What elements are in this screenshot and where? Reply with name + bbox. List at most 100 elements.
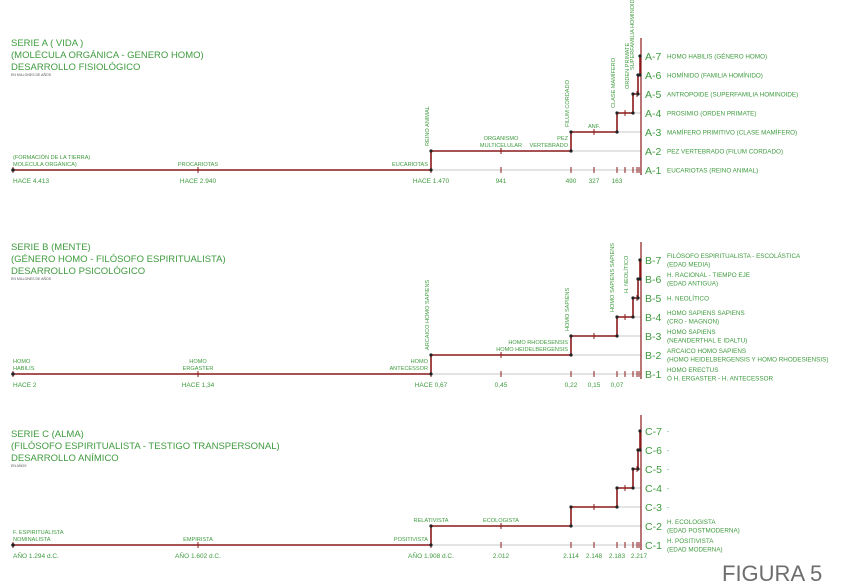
node-point [631,486,635,490]
level-description: (CRO - MAGNON) [667,319,719,326]
level-code: B-4 [645,312,662,324]
level-description: HOMÍNIDO (FAMILIA HOMÍNIDO) [667,71,763,80]
level-code: B-6 [645,274,662,286]
stage-label: HOMO [411,359,429,365]
stage-label: F. ESPIRITUALISTA [13,530,64,536]
stage-label: RELATIVISTA [414,518,449,524]
series-title-line: (FILÓSOFO ESPIRITUALISTA - TESTIGO TRANS… [11,441,280,452]
axis-label: 941 [496,178,507,185]
axis-label: 490 [566,178,577,185]
level-description: - [667,486,669,493]
level-code: B-5 [645,293,662,305]
node-point [569,130,573,134]
stage-label: PEZ [557,136,568,142]
level-description: - [667,505,669,512]
level-code: C-6 [645,445,662,457]
stage-label: ECOLOGISTA [483,518,519,524]
level-code: C-7 [645,426,662,438]
series-a: SERIE A ( VIDA )(MOLÉCULA ORGÁNICA - GEN… [11,0,798,185]
stage-label: PROCARIOTAS [178,162,219,168]
axis-label: AÑO 1.294 d.C. [13,551,59,560]
level-description: HOMO HABILIS (GÉNERO HOMO) [667,52,767,61]
node-point [429,524,433,528]
node-point [638,429,642,433]
vertical-stage-label: CLASE MAMÍFERO [610,57,617,108]
level-code: C-3 [645,502,662,514]
series-title-line: DESARROLLO ANÍMICO [11,453,119,464]
node-point [638,258,642,262]
level-description: Ó H. ERGASTER - H. ANTECESSOR [667,374,773,383]
level-description: - [667,448,669,455]
node-point [631,315,635,319]
level-description: HOMO SAPIENS [667,329,716,336]
evolution-step-path [13,260,641,375]
node-point [569,149,573,153]
level-description: - [667,467,669,474]
level-description: PEZ VERTEBRADO (FILUM CORDADO) [667,149,783,156]
axis-label: 2.217 [631,553,648,560]
axis-label: HACE 4.413 [13,178,50,185]
stage-label: HOMO HEIDELBERGENSIS [496,347,568,353]
level-code: B-2 [645,350,662,362]
level-description: (EDAD POSTMODERNA) [667,528,740,535]
node-point [615,334,619,338]
node-point [11,543,15,547]
stage-label: MULTICELULAR [480,143,522,149]
node-point [429,543,433,547]
stage-label: VERTEBRADO [530,143,569,149]
stage-label: HABILIS [13,366,35,372]
level-code: A-4 [645,108,662,120]
stage-label: (FORMACIÓN DE LA TIERRA) [13,154,90,161]
node-point [638,73,642,77]
stage-label: HOMO [189,359,207,365]
stage-label: ANTECESSOR [389,366,428,372]
node-point [636,296,640,300]
level-description: H. NEOLÍTICO [667,294,709,303]
level-code: A-3 [645,127,662,139]
node-point [636,92,640,96]
level-description: (EDAD ANTIGUA) [667,281,718,288]
axis-label: AÑO 1.908 d.C. [408,551,454,560]
node-point [631,467,635,471]
level-code: A-1 [645,165,662,177]
stage-label: EUCARIOTAS [392,162,428,168]
level-description: (EDAD MODERNA) [667,547,723,554]
stage-label: EMPIRISTA [183,537,213,543]
axis-label: HACE 1.470 [413,178,450,185]
node-point [569,505,573,509]
level-code: A-7 [645,51,662,63]
axis-label: HACE 2 [13,382,37,389]
axis-label: 0,22 [565,382,578,389]
vertical-stage-label: H. NEOLÍTICO [623,255,630,293]
axis-label: 2.148 [586,553,603,560]
vertical-stage-label: REINO ANIMAL [425,106,431,146]
level-code: C-1 [645,540,662,552]
stage-label: NOMINALISTA [13,537,51,543]
node-point [615,130,619,134]
axis-label: 0,45 [495,382,508,389]
node-point [631,296,635,300]
axis-label: HACE 1,34 [182,382,215,389]
level-code: A-2 [645,146,662,158]
series-b: SERIE B (MENTE)(GÉNERO HOMO - FILÓSOFO E… [11,242,828,389]
axis-label: 2.183 [609,553,626,560]
axis-label: 2.012 [493,553,510,560]
node-point [429,353,433,357]
series-c: SERIE C (ALMA)(FILÓSOFO ESPIRITUALISTA -… [11,415,740,560]
series-title-line: (MOLÉCULA ORGÁNICA - GENERO HOMO) [11,50,204,61]
series-title-line: SERIE B (MENTE) [11,242,91,253]
level-description: ANTROPOIDE (SUPERFAMILIA HOMINOIDE) [667,92,798,99]
vertical-stage-label: HOMO SAPIENS SAPIENS [610,243,616,312]
level-description: ARCAICO HOMO SAPIENS [667,348,746,355]
unit-note: EN MILLONES DE AÑOS [11,72,52,77]
node-point [569,334,573,338]
series-title-line: SERIE C (ALMA) [11,429,84,440]
node-point [615,486,619,490]
node-point [11,168,15,172]
level-description: FILÓSOFO ESPIRITUALISTA - ESCOLÁSTICA [667,251,801,260]
level-description: EUCARIOTAS (REINO ANIMAL) [667,168,758,175]
figure-label: FIGURA 5 [722,561,822,586]
level-description: HOMO ERECTUS [667,367,718,374]
stage-label: MOLÉCULA ORGÁNICA) [13,161,77,168]
